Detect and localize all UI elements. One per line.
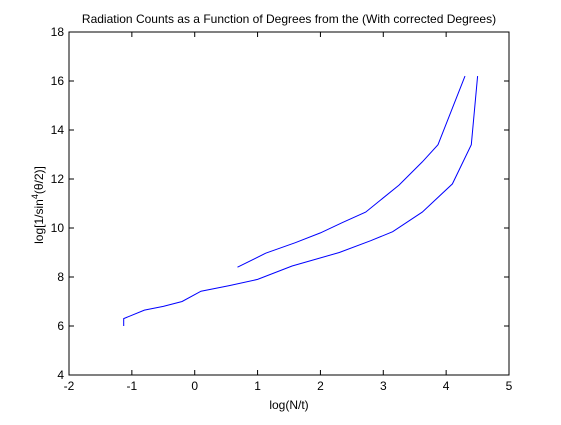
y-tick-label: 16: [51, 74, 65, 88]
x-tick-label: 1: [254, 379, 261, 393]
chart-title: Radiation Counts as a Function of Degree…: [82, 12, 496, 26]
x-tick-label: 5: [506, 379, 513, 393]
y-tick-label: 12: [51, 172, 65, 186]
x-tick-label: 3: [380, 379, 387, 393]
y-tick-label: 10: [51, 221, 65, 235]
y-axis-title-suffix: (θ/2)]: [32, 166, 46, 194]
x-tick-label: 4: [443, 379, 450, 393]
series-layer: [123, 75, 479, 326]
series-line-1: [237, 75, 466, 268]
x-axis-title: log(N/t): [269, 398, 308, 412]
y-axis-title-superscript: 4: [30, 194, 40, 199]
y-tick-label: 18: [51, 25, 65, 39]
x-tick-label: 0: [191, 379, 198, 393]
x-axis: -2 -1 0 1 2 3 4 5: [64, 32, 513, 393]
plot-frame: [68, 31, 510, 376]
x-tick-label: 2: [317, 379, 324, 393]
y-axis: 4 6 8 10 12 14 16 18: [51, 25, 509, 382]
y-axis-title-prefix: log[1/sin: [32, 199, 46, 244]
x-tick-label: -2: [64, 379, 75, 393]
y-tick-label: 8: [57, 270, 64, 284]
y-axis-title: log[1/sin4(θ/2)]: [30, 166, 46, 244]
series-line-2: [123, 76, 479, 326]
y-tick-label: 14: [51, 123, 65, 137]
y-tick-label: 6: [57, 319, 64, 333]
y-tick-label: 4: [57, 368, 64, 382]
x-tick-label: -1: [127, 379, 138, 393]
